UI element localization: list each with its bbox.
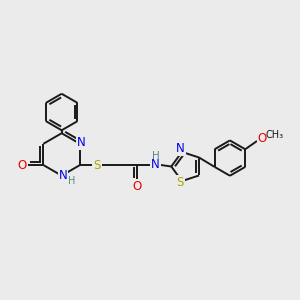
Text: O: O <box>133 180 142 193</box>
Text: H: H <box>152 151 160 161</box>
Text: N: N <box>176 142 185 155</box>
Text: O: O <box>17 158 27 172</box>
Text: H: H <box>68 176 76 186</box>
Text: S: S <box>177 176 184 189</box>
Text: N: N <box>151 158 160 171</box>
Text: S: S <box>93 158 101 172</box>
Text: CH₃: CH₃ <box>265 130 283 140</box>
Text: N: N <box>76 136 85 149</box>
Text: N: N <box>59 169 68 182</box>
Text: O: O <box>258 132 267 145</box>
